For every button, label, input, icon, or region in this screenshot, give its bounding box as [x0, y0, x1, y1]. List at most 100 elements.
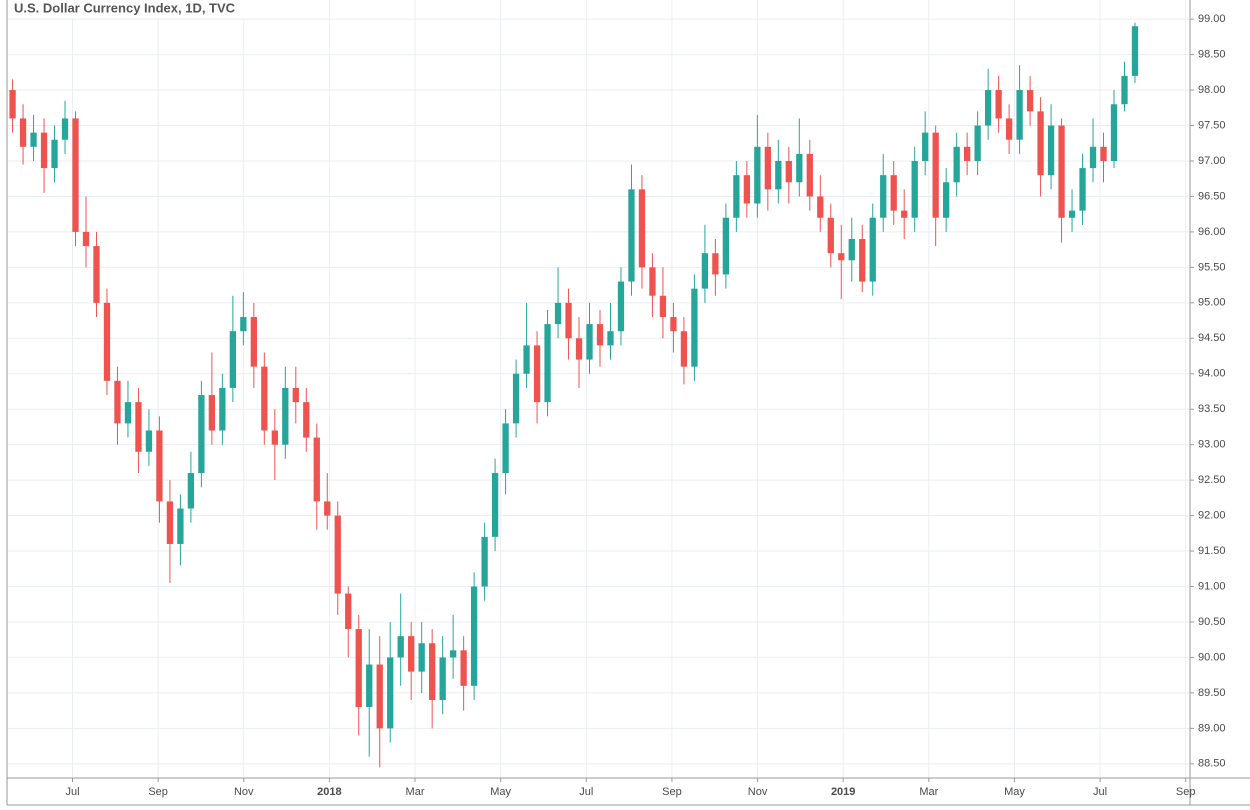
candle-body: [586, 324, 593, 360]
y-tick-label: 99.00: [1198, 13, 1226, 25]
candle-body: [743, 175, 751, 204]
y-tick-label: 98.50: [1198, 49, 1226, 61]
x-tick-label: 2019: [831, 786, 855, 798]
candle-body: [470, 586, 478, 686]
candle-body: [429, 643, 436, 700]
candle-body: [156, 430, 163, 502]
y-tick-label: 94.50: [1198, 332, 1226, 344]
candle-body: [282, 387, 289, 445]
axes: 88.50 89.00 89.50 90.00 90.50 91.00 91.50 92.00…: [6, 0, 1250, 806]
candle-body: [953, 146, 960, 183]
candle-body: [292, 387, 299, 403]
candle-body: [177, 508, 184, 544]
candle-body: [313, 437, 320, 502]
candle-body: [114, 380, 121, 424]
candles: [9, 22, 1139, 768]
candle-body: [208, 395, 216, 431]
candle-body: [481, 536, 488, 587]
candle-body: [229, 331, 237, 388]
candle-body: [334, 515, 341, 594]
y-tick-label: 91.50: [1198, 545, 1226, 557]
candle-body: [512, 373, 520, 424]
x-tick-label: Sep: [148, 786, 168, 798]
candle-body: [1079, 168, 1086, 211]
candle-body: [303, 402, 310, 438]
candle-body: [932, 132, 939, 218]
chart-title: U.S. Dollar Currency Index, 1D, TVC: [14, 0, 236, 15]
candle-body: [796, 153, 803, 183]
candle-body: [187, 473, 195, 509]
y-tick-label: 95.00: [1198, 297, 1226, 309]
candle-body: [701, 253, 709, 289]
x-tick-label: May: [1004, 786, 1025, 798]
candle-body: [219, 387, 226, 431]
candle-body: [523, 345, 530, 374]
candle-body: [943, 182, 950, 218]
candle-body: [1121, 75, 1128, 105]
candle-body: [1037, 111, 1044, 176]
candle-body: [145, 430, 153, 452]
y-tick-label: 91.00: [1198, 580, 1226, 592]
candle-body: [838, 253, 845, 261]
candle-body: [72, 118, 79, 232]
candle-body: [733, 175, 740, 218]
y-tick-label: 98.00: [1198, 84, 1226, 96]
candle-body: [397, 636, 404, 658]
candle-body: [376, 664, 383, 729]
candle-body: [103, 302, 111, 381]
candle-body: [554, 302, 562, 325]
x-tick-label: Nov: [748, 786, 768, 798]
candle-body: [712, 253, 719, 275]
candle-body: [135, 402, 142, 452]
candle-body: [1100, 146, 1107, 161]
y-tick-label: 90.00: [1198, 651, 1226, 663]
candle-body: [974, 125, 981, 161]
x-tick-label: Sep: [1176, 786, 1196, 798]
candle-body: [1005, 118, 1013, 140]
candle-body: [575, 338, 583, 360]
candle-body: [460, 650, 467, 686]
x-tick-label: Jul: [65, 786, 79, 798]
candle-body: [848, 239, 855, 261]
candle-body: [1110, 104, 1118, 161]
y-tick-label: 97.00: [1198, 155, 1226, 167]
candle-body: [240, 317, 247, 332]
candle-body: [1047, 125, 1055, 176]
candle-body: [271, 430, 278, 445]
candle-body: [1131, 26, 1139, 76]
candle-body: [890, 175, 897, 211]
candle-body: [61, 118, 69, 140]
y-tick-label: 89.00: [1198, 722, 1226, 734]
candle-body: [963, 146, 971, 161]
candle-body: [628, 189, 635, 282]
candle-body: [775, 160, 782, 190]
candle-body: [901, 210, 908, 218]
y-tick-label: 95.50: [1198, 261, 1226, 273]
candle-body: [859, 239, 866, 282]
candle-body: [1068, 210, 1076, 218]
candle-body: [1089, 146, 1097, 169]
y-tick-label: 94.00: [1198, 368, 1226, 380]
candle-body: [596, 324, 604, 346]
x-tick-label: Mar: [406, 786, 425, 798]
x-tick-label: May: [490, 786, 511, 798]
candle-body: [754, 146, 761, 204]
x-tick-label: Sep: [662, 786, 682, 798]
candle-body: [785, 160, 792, 183]
x-tick-label: 2018: [317, 786, 341, 798]
candle-body: [93, 246, 100, 303]
candle-body: [387, 657, 394, 729]
candle-body: [345, 593, 352, 630]
candle-body: [817, 196, 824, 218]
candle-body: [9, 90, 16, 119]
candle-body: [607, 331, 614, 346]
x-tick-label: Nov: [234, 786, 254, 798]
y-tick-label: 97.50: [1198, 119, 1226, 131]
x-tick-label: Mar: [919, 786, 938, 798]
candle-body: [670, 317, 677, 332]
candle-body: [869, 217, 876, 282]
candle-body: [680, 331, 688, 367]
candle-body: [722, 217, 730, 275]
